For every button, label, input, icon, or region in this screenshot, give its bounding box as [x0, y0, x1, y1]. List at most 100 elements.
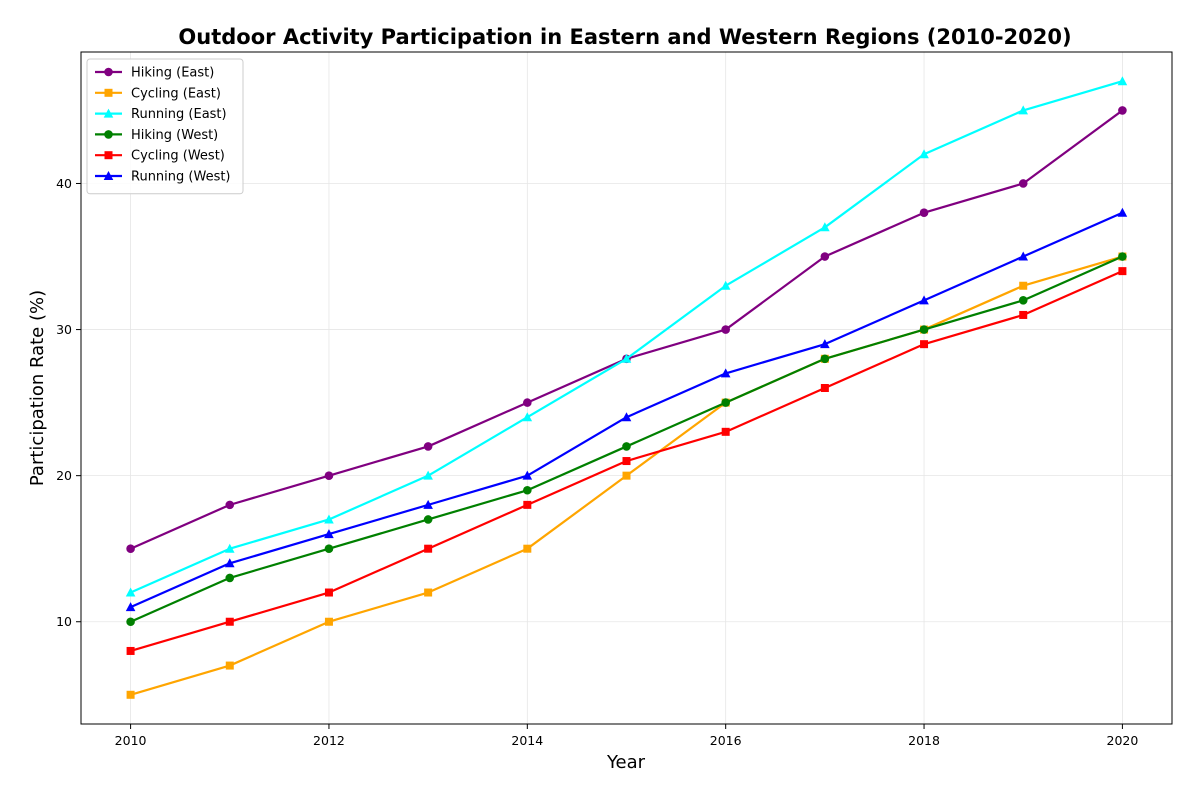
data-point: [225, 661, 234, 670]
data-point: [324, 471, 334, 480]
legend-label: Cycling (East): [131, 86, 221, 101]
data-point: [622, 471, 631, 480]
data-point: [324, 588, 333, 597]
data-point: [424, 588, 433, 597]
data-point: [225, 500, 235, 510]
data-point: [1019, 281, 1028, 290]
data-point: [423, 442, 433, 451]
series-3: [126, 252, 1127, 627]
data-point: [720, 368, 731, 378]
legend-item: Running (East): [95, 107, 227, 122]
legend-marker: [104, 67, 113, 77]
data-point: [523, 485, 532, 495]
legend-item: Running (West): [95, 170, 231, 185]
data-point: [225, 617, 234, 626]
data-point: [423, 470, 433, 480]
data-point: [423, 499, 433, 509]
data-point: [920, 340, 929, 349]
data-point: [125, 602, 136, 612]
legend-label: Hiking (East): [131, 66, 214, 81]
legend-marker: [104, 88, 113, 97]
data-point: [621, 412, 632, 422]
data-point: [919, 295, 929, 305]
data-point: [225, 573, 235, 583]
data-point: [224, 558, 235, 568]
data-point: [721, 427, 730, 436]
legend-item: Cycling (West): [95, 149, 225, 164]
data-point: [720, 280, 731, 290]
data-point: [424, 544, 433, 553]
legend-label: Running (East): [131, 107, 227, 122]
x-tick-label: 2018: [908, 733, 940, 748]
data-point: [622, 442, 631, 451]
data-point: [1019, 310, 1028, 319]
data-point: [324, 529, 334, 539]
data-point: [523, 544, 532, 553]
chart-title: Outdoor Activity Participation in Easter…: [178, 25, 1071, 49]
legend-item: Hiking (West): [95, 128, 218, 143]
legend-marker: [104, 130, 113, 139]
legend-marker: [103, 171, 114, 180]
data-point: [820, 339, 830, 349]
legend-marker: [103, 108, 114, 118]
y-tick-label: 20: [56, 468, 72, 483]
data-point: [622, 457, 631, 466]
data-point: [522, 412, 533, 422]
legend-item: Cycling (East): [95, 86, 221, 101]
data-point: [820, 222, 830, 232]
data-point: [1118, 267, 1127, 276]
y-tick-label: 30: [56, 322, 72, 337]
legend-item: Hiking (East): [95, 66, 214, 81]
y-tick-label: 40: [56, 176, 72, 191]
data-point: [721, 398, 730, 407]
data-point: [324, 514, 334, 524]
y-axis-label: Participation Rate (%): [27, 290, 48, 486]
data-point: [1018, 105, 1029, 115]
data-point: [919, 149, 929, 159]
data-point: [126, 617, 135, 627]
series-4: [126, 267, 1127, 655]
data-point: [721, 325, 730, 334]
data-point: [1018, 179, 1028, 188]
data-point: [324, 544, 334, 553]
axis-ticks: 2010 2012 2014 2016 2018 2020 10 20 30 40: [56, 176, 1138, 748]
legend-box: [86, 58, 244, 195]
data-point: [224, 543, 235, 553]
series-layer: [125, 76, 1128, 699]
data-point: [423, 515, 433, 524]
legend-label: Cycling (West): [131, 149, 225, 164]
data-point: [125, 587, 136, 597]
plot-frame: [80, 51, 1173, 725]
data-point: [126, 544, 135, 553]
data-point: [820, 384, 829, 392]
legend-label: Hiking (West): [131, 128, 218, 143]
grid: [81, 52, 1172, 724]
legend-marker: [104, 151, 113, 160]
data-point: [820, 354, 830, 364]
legend: Hiking (East) Cycling (East) Running (East…: [86, 58, 244, 195]
data-point: [324, 617, 333, 626]
data-point: [523, 398, 532, 407]
data-point: [126, 646, 135, 655]
x-tick-label: 2010: [115, 733, 147, 748]
x-tick-label: 2012: [313, 733, 345, 748]
data-point: [126, 690, 135, 699]
data-point: [820, 252, 830, 261]
data-point: [1018, 251, 1029, 261]
data-point: [523, 500, 532, 509]
data-point: [1117, 76, 1128, 86]
x-axis-label: Year: [606, 752, 646, 773]
data-point: [1118, 252, 1127, 261]
series-2: [125, 76, 1128, 597]
x-tick-label: 2014: [511, 733, 543, 748]
data-point: [621, 353, 632, 363]
series-5: [125, 207, 1128, 612]
data-point: [522, 470, 533, 480]
data-point: [919, 325, 929, 334]
data-point: [919, 208, 929, 217]
x-tick-label: 2020: [1107, 733, 1139, 748]
y-tick-label: 10: [56, 614, 72, 629]
data-point: [1018, 296, 1028, 305]
x-tick-label: 2016: [710, 733, 742, 748]
